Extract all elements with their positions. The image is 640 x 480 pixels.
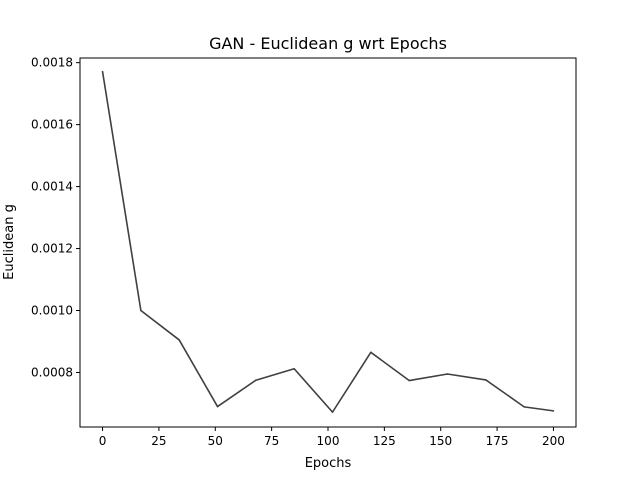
y-tick-label: 0.0012 bbox=[31, 242, 73, 256]
y-tick-label: 0.0010 bbox=[31, 304, 73, 318]
data-point bbox=[485, 379, 487, 381]
data-point bbox=[523, 406, 525, 408]
data-point bbox=[446, 373, 449, 375]
x-tick-label: 175 bbox=[486, 434, 509, 448]
data-point bbox=[370, 351, 372, 354]
data-point bbox=[101, 70, 104, 73]
data-point bbox=[178, 339, 180, 341]
x-tick-label: 200 bbox=[542, 434, 565, 448]
data-point bbox=[140, 309, 142, 312]
x-tick-label: 150 bbox=[429, 434, 452, 448]
y-axis-label: Euclidean g bbox=[2, 204, 17, 280]
x-tick-label: 0 bbox=[99, 434, 107, 448]
y-tick-label: 0.0014 bbox=[31, 180, 73, 194]
data-point bbox=[331, 411, 334, 413]
y-axis-ticks: 0.0008 0.0010 0.0012 0.0014 0.0016 0.0018 bbox=[31, 56, 80, 379]
data-point bbox=[408, 379, 410, 382]
series-layer bbox=[101, 70, 555, 413]
y-tick-label: 0.0018 bbox=[31, 56, 73, 70]
x-tick-label: 75 bbox=[264, 434, 279, 448]
x-tick-label: 25 bbox=[151, 434, 166, 448]
data-point bbox=[216, 405, 219, 408]
x-axis-label: Epochs bbox=[305, 456, 352, 471]
y-tick-label: 0.0016 bbox=[31, 118, 73, 132]
data-point bbox=[255, 379, 257, 382]
y-tick-label: 0.0008 bbox=[31, 365, 73, 379]
x-tick-label: 125 bbox=[373, 434, 396, 448]
data-point bbox=[552, 410, 555, 412]
chart-title: GAN - Euclidean g wrt Epochs bbox=[209, 34, 447, 53]
data-point bbox=[293, 367, 295, 370]
x-tick-label: 100 bbox=[317, 434, 340, 448]
x-tick-label: 50 bbox=[208, 434, 223, 448]
x-axis-ticks: 0 25 50 75 100 125 150 175 200 bbox=[99, 427, 565, 448]
plot-frame bbox=[79, 57, 577, 428]
